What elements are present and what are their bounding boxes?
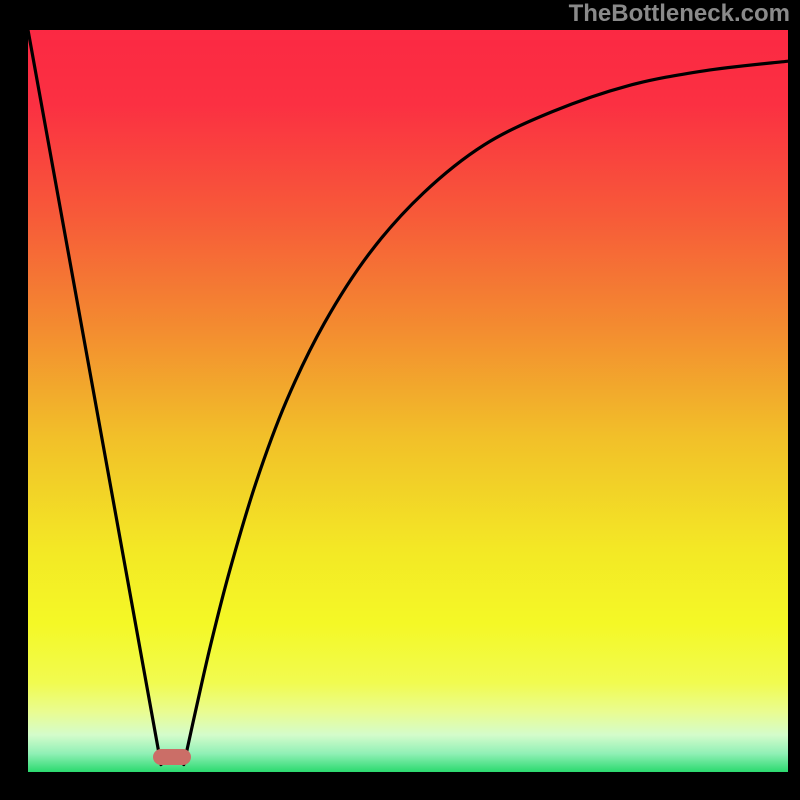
- descent-line: [28, 30, 161, 765]
- bottleneck-marker: [153, 749, 191, 765]
- watermark-text: TheBottleneck.com: [569, 0, 790, 28]
- ascent-curve: [184, 61, 788, 764]
- figure-root: TheBottleneck.com: [0, 0, 800, 800]
- plot-svg: [28, 30, 788, 772]
- plot-area: [28, 30, 788, 772]
